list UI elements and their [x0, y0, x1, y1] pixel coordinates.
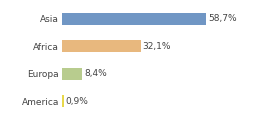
Bar: [62, 13, 206, 25]
Bar: [62, 95, 64, 107]
Text: 32,1%: 32,1%: [143, 42, 171, 51]
Bar: [62, 68, 82, 80]
Bar: [62, 40, 141, 52]
Text: 8,4%: 8,4%: [84, 69, 107, 78]
Text: 0,9%: 0,9%: [66, 97, 89, 106]
Text: 58,7%: 58,7%: [208, 14, 237, 23]
